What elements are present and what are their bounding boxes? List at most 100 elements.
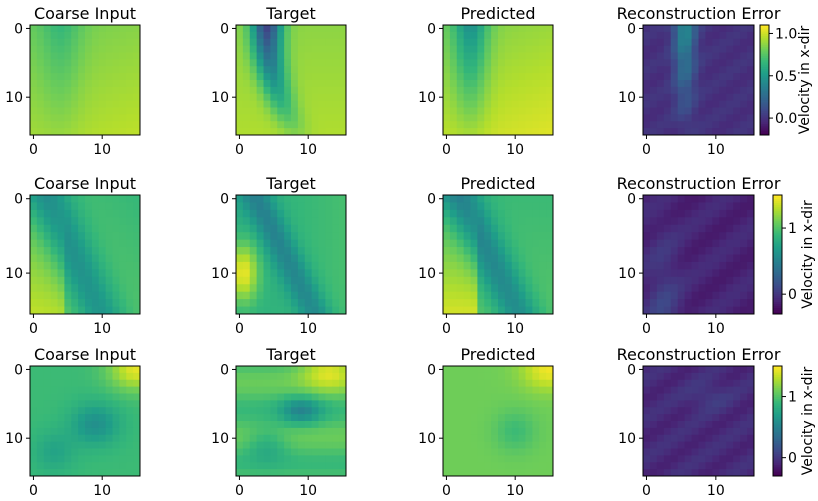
heatmap-cell <box>242 195 251 203</box>
heatmap-cell <box>456 195 465 203</box>
heatmap-cell <box>277 114 285 122</box>
heatmap-cell <box>36 224 45 233</box>
heatmap-cell <box>284 427 292 436</box>
heatmap-cell <box>119 254 127 263</box>
heatmap-cell <box>712 407 720 415</box>
heatmap-cell <box>511 45 520 53</box>
heatmap-cell <box>663 393 672 401</box>
heatmap-cell <box>78 306 86 315</box>
y-tick-label: 10 <box>418 266 436 282</box>
y-tick-label: 10 <box>418 90 436 106</box>
heatmap-cell <box>242 455 251 463</box>
heatmap-cell <box>311 195 319 203</box>
heatmap-cell <box>91 25 100 33</box>
heatmap-cell <box>297 366 306 374</box>
heatmap-cell <box>57 73 65 81</box>
heatmap-cell <box>525 107 533 115</box>
heatmap-cell <box>277 93 285 102</box>
heatmap-cell <box>133 261 141 270</box>
heatmap-cell <box>443 86 451 95</box>
heatmap-cell <box>484 393 492 401</box>
heatmap-cell <box>504 114 513 122</box>
heatmap-cell <box>470 393 478 401</box>
heatmap-cell <box>284 469 292 477</box>
colorbar-step <box>773 435 782 438</box>
heatmap-cell <box>491 128 499 136</box>
y-tick-label: 10 <box>618 266 636 282</box>
heatmap-cell <box>477 202 485 211</box>
heatmap-cell <box>539 261 547 270</box>
heatmap-cell <box>78 400 86 408</box>
heatmap-cell <box>242 386 251 394</box>
heatmap-cell <box>297 414 306 422</box>
heatmap-cell <box>91 217 100 226</box>
heatmap-cell <box>304 421 313 429</box>
heatmap-cell <box>98 107 107 115</box>
heatmap-cell <box>91 107 100 115</box>
heatmap-cell <box>64 434 72 443</box>
colorbar-step <box>773 468 782 471</box>
heatmap-cell <box>484 66 492 74</box>
colorbar-step <box>773 292 782 295</box>
heatmap-cell <box>325 393 333 401</box>
heatmap-cell <box>249 247 258 255</box>
heatmap-cell <box>670 269 679 278</box>
heatmap-cell <box>304 38 313 47</box>
heatmap-cell <box>297 114 306 122</box>
heatmap-cell <box>684 247 692 255</box>
heatmap-cell <box>518 224 526 233</box>
heatmap-cell <box>105 299 113 307</box>
heatmap-cell <box>133 73 141 81</box>
heatmap-cell <box>270 284 278 293</box>
heatmap-cell <box>546 421 554 429</box>
heatmap-cell <box>656 291 665 300</box>
heatmap-cell <box>684 269 692 278</box>
heatmap-cell <box>36 107 45 115</box>
heatmap-cell <box>719 254 727 263</box>
heatmap-cell <box>677 379 686 388</box>
heatmap-cell <box>71 455 79 463</box>
heatmap-cell <box>36 217 45 226</box>
heatmap-cell <box>98 93 107 102</box>
heatmap-cell <box>712 38 720 47</box>
heatmap-cell <box>85 209 93 218</box>
heatmap-cell <box>656 269 665 278</box>
heatmap-cell <box>443 291 451 300</box>
heatmap-cell <box>656 202 665 211</box>
heatmap-cell <box>649 386 658 394</box>
heatmap-cell <box>649 195 658 203</box>
heatmap-cell <box>36 128 45 136</box>
heatmap-cell <box>449 114 458 122</box>
heatmap-cell <box>663 427 672 436</box>
heatmap-cell <box>263 25 271 33</box>
heatmap-cell <box>98 202 107 211</box>
heatmap-cell <box>443 217 451 226</box>
heatmap-cell <box>698 427 706 436</box>
heatmap-cell <box>740 114 748 122</box>
heatmap-cell <box>270 414 278 422</box>
heatmap-cell <box>291 372 299 381</box>
heatmap-cell <box>85 261 93 270</box>
heatmap-cell <box>284 254 292 263</box>
heatmap-cell <box>539 469 547 477</box>
heatmap-cell <box>249 284 258 293</box>
heatmap-cell <box>284 299 292 307</box>
heatmap-cell <box>498 217 506 226</box>
heatmap-cell <box>339 407 347 415</box>
heatmap-cell <box>463 93 471 102</box>
heatmap-cell <box>64 400 72 408</box>
heatmap-cell <box>119 209 127 218</box>
heatmap-cell <box>263 128 271 136</box>
heatmap-cell <box>85 448 93 456</box>
heatmap-cell <box>284 121 292 129</box>
heatmap-cell <box>126 45 134 53</box>
heatmap-cell <box>284 232 292 241</box>
heatmap-cell <box>64 306 72 315</box>
heatmap-cell <box>656 209 665 218</box>
heatmap-cell <box>463 261 471 270</box>
heatmap-cell <box>126 254 134 263</box>
heatmap-cell <box>663 38 672 47</box>
heatmap-cell <box>119 469 127 477</box>
heatmap-cell <box>325 66 333 74</box>
heatmap-cell <box>339 121 347 129</box>
